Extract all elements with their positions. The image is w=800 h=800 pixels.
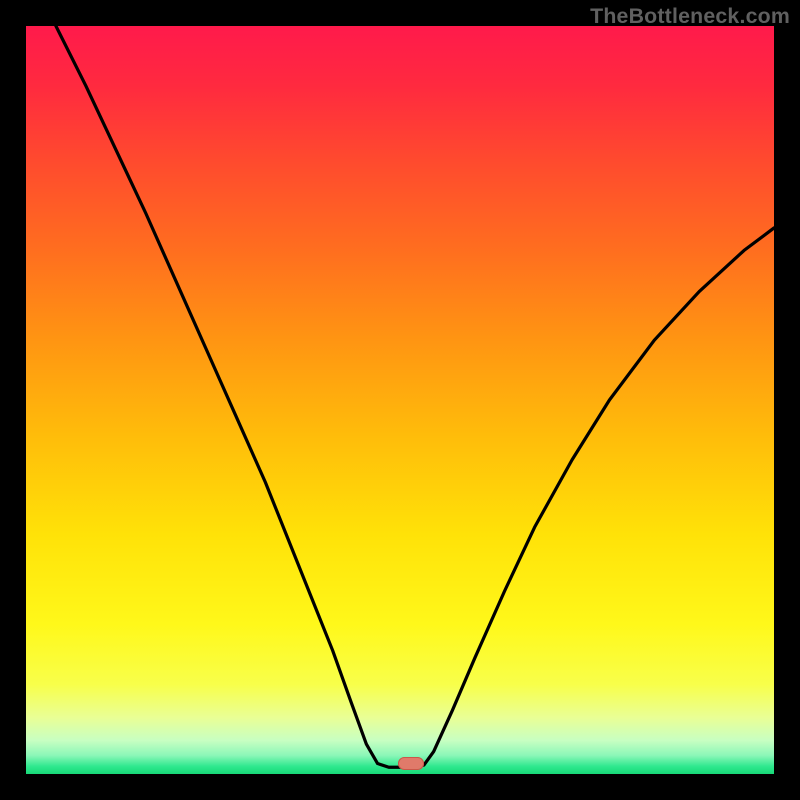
curve-path — [56, 26, 774, 767]
optimum-marker — [398, 757, 424, 770]
bottleneck-curve — [26, 26, 774, 774]
plot-area — [26, 26, 774, 774]
chart-frame: TheBottleneck.com — [0, 0, 800, 800]
